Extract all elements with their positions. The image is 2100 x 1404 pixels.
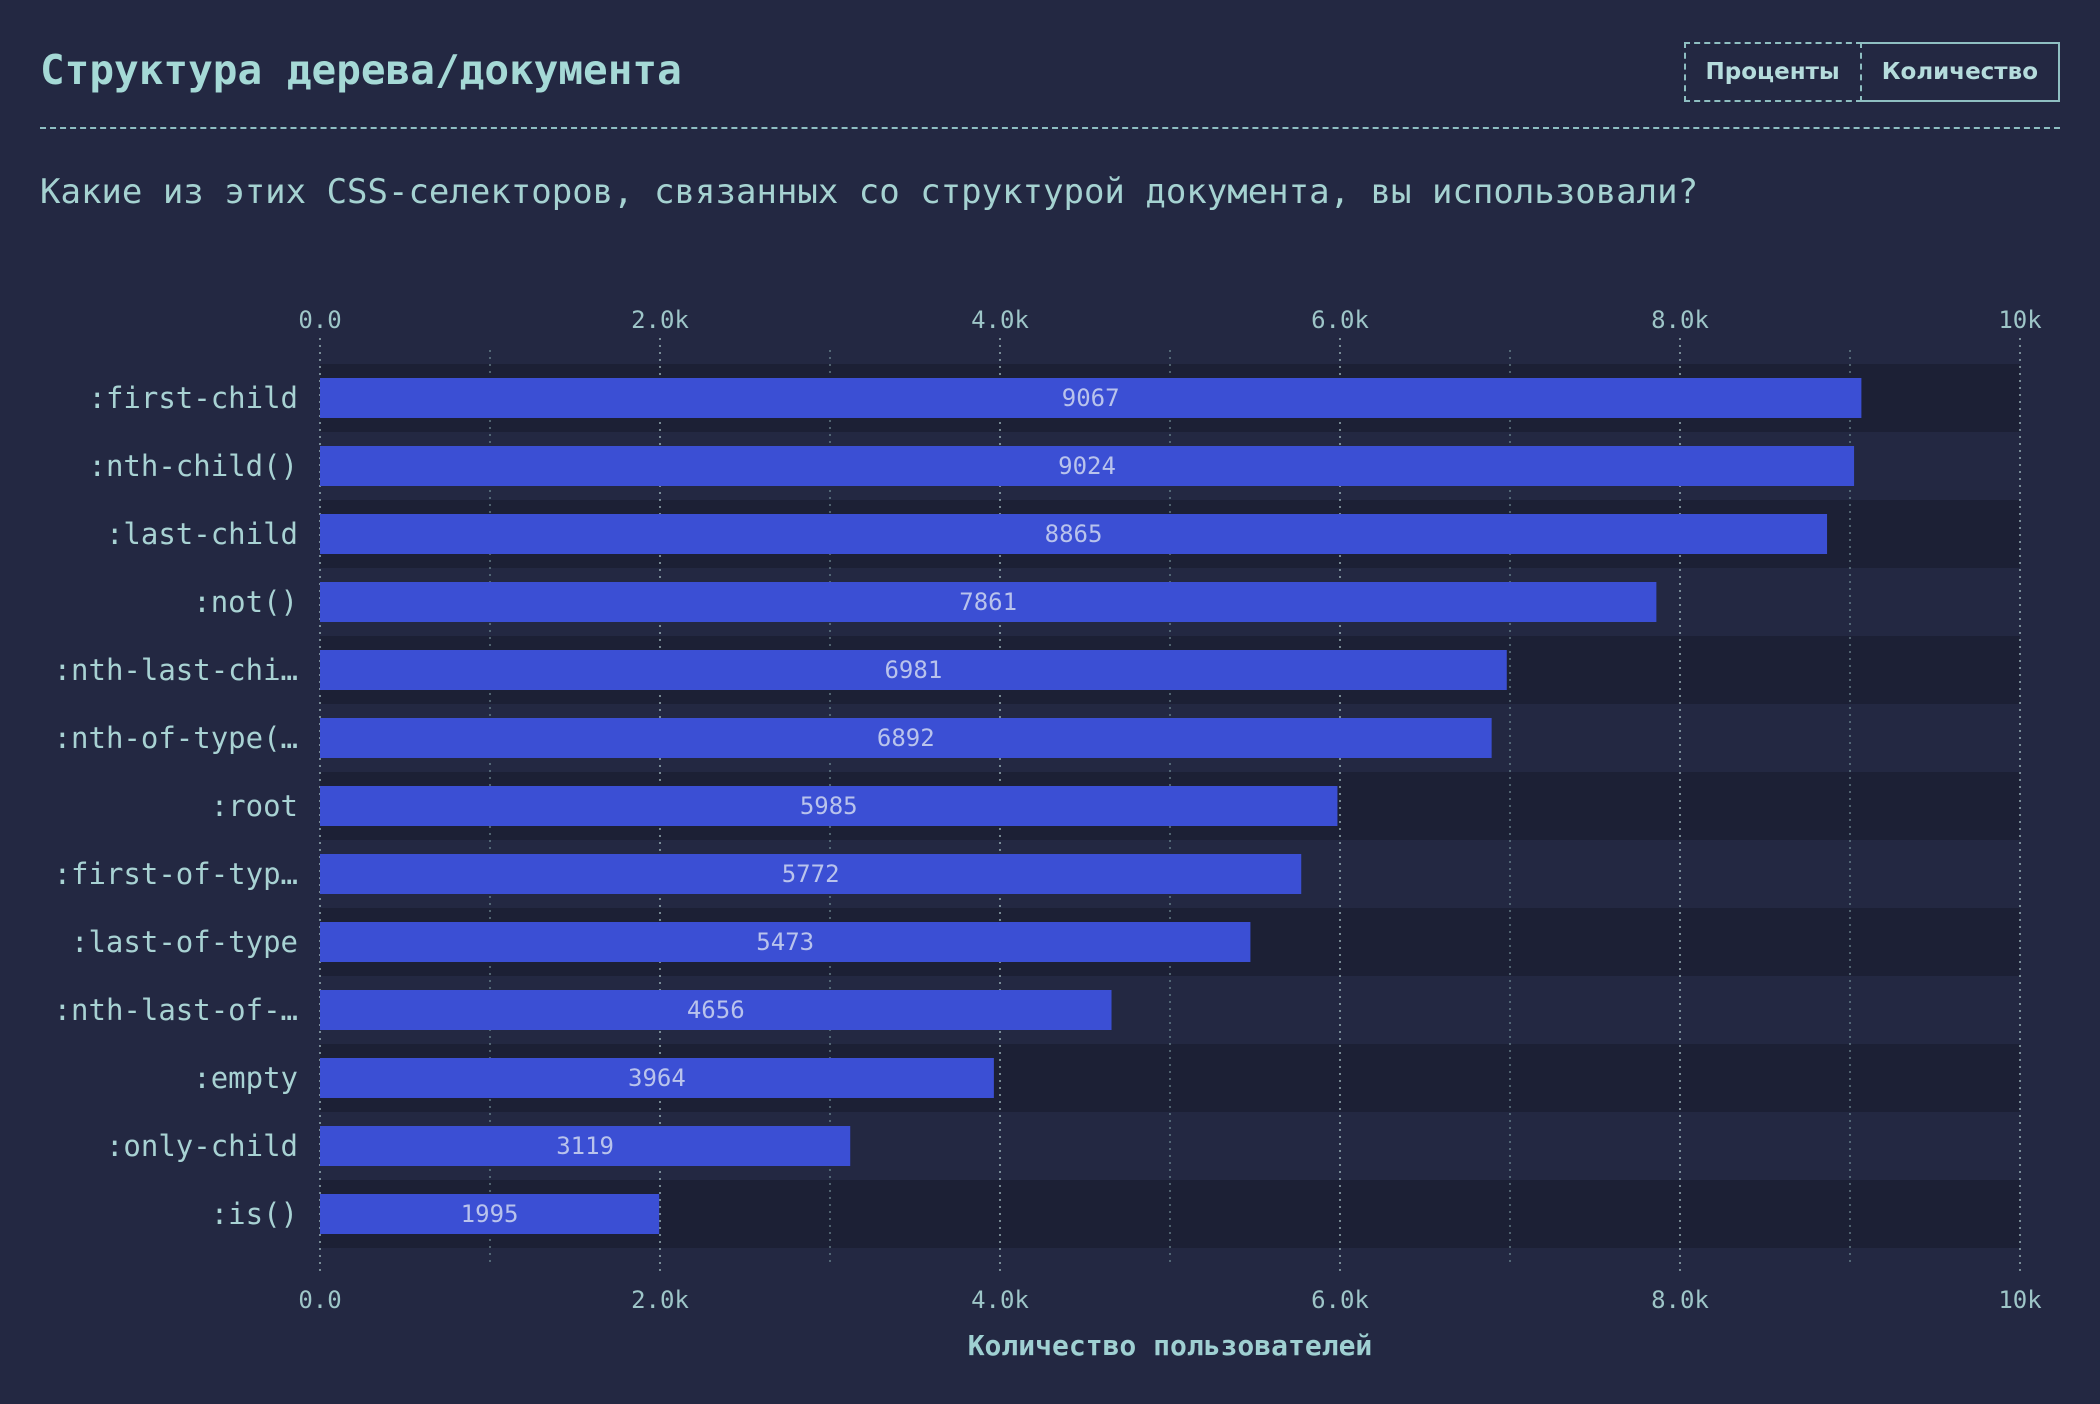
x-tick-label-top: 2.0k — [631, 306, 689, 334]
bar-value-label: 3964 — [628, 1064, 686, 1092]
bar-value-label: 9067 — [1062, 384, 1120, 412]
bar-value-label: 9024 — [1058, 452, 1116, 480]
bar — [320, 1194, 660, 1234]
category-label: :is() — [211, 1197, 298, 1231]
x-tick-label-bottom: 2.0k — [631, 1286, 689, 1314]
x-tick-label-top: 8.0k — [1651, 306, 1709, 334]
category-label: :nth-child() — [88, 449, 298, 483]
x-axis-title: Количество пользователей — [968, 1329, 1373, 1362]
category-label: :first-of-typ… — [54, 857, 298, 891]
x-tick-label-bottom: 6.0k — [1311, 1286, 1369, 1314]
x-tick-label-bottom: 10k — [1998, 1286, 2042, 1314]
count-toggle-button[interactable]: Количество — [1861, 42, 2060, 102]
x-tick-label-top: 0.0 — [298, 306, 341, 334]
survey-question: Какие из этих CSS-селекторов, связанных … — [40, 172, 1699, 212]
x-tick-label-bottom: 4.0k — [971, 1286, 1029, 1314]
bar — [320, 718, 1492, 758]
bar-value-label: 3119 — [556, 1132, 614, 1160]
bar-value-label: 4656 — [687, 996, 745, 1024]
bar-value-label: 1995 — [461, 1200, 519, 1228]
category-label: :first-child — [88, 381, 298, 415]
bar — [320, 990, 1112, 1030]
bar-value-label: 7861 — [959, 588, 1017, 616]
bar-value-label: 5985 — [800, 792, 858, 820]
chart-header: Структура дерева/документа Проценты Коли… — [40, 0, 2060, 129]
category-label: :last-of-type — [71, 925, 298, 959]
x-tick-label-bottom: 0.0 — [298, 1286, 341, 1314]
bar — [320, 650, 1507, 690]
category-label: :nth-last-chi… — [54, 653, 298, 687]
x-tick-label-top: 10k — [1998, 306, 2042, 334]
category-label: :nth-last-of-… — [54, 993, 298, 1027]
percent-toggle-button[interactable]: Проценты — [1683, 42, 1862, 102]
category-label: :empty — [193, 1061, 298, 1095]
bar — [320, 854, 1302, 894]
category-label: :nth-of-type(… — [54, 721, 298, 755]
metric-toggle: Проценты Количество — [1683, 42, 2060, 102]
bar — [320, 514, 1828, 554]
bar-value-label: 5772 — [782, 860, 840, 888]
bar — [320, 582, 1657, 622]
bar-value-label: 8865 — [1045, 520, 1103, 548]
x-tick-label-top: 4.0k — [971, 306, 1029, 334]
x-tick-label-bottom: 8.0k — [1651, 1286, 1709, 1314]
bar-value-label: 5473 — [756, 928, 814, 956]
category-label: :only-child — [106, 1129, 298, 1163]
x-tick-label-top: 6.0k — [1311, 306, 1369, 334]
bar — [320, 1126, 851, 1166]
bar-value-label: 6981 — [884, 656, 942, 684]
category-label: :last-child — [106, 517, 298, 551]
chart-title: Структура дерева/документа — [40, 46, 682, 94]
bar — [320, 378, 1862, 418]
bar-value-label: 6892 — [877, 724, 935, 752]
bar — [320, 786, 1338, 826]
category-label: :root — [211, 789, 298, 823]
bar — [320, 922, 1251, 962]
bar — [320, 446, 1855, 486]
bar — [320, 1058, 994, 1098]
category-label: :not() — [193, 585, 298, 619]
